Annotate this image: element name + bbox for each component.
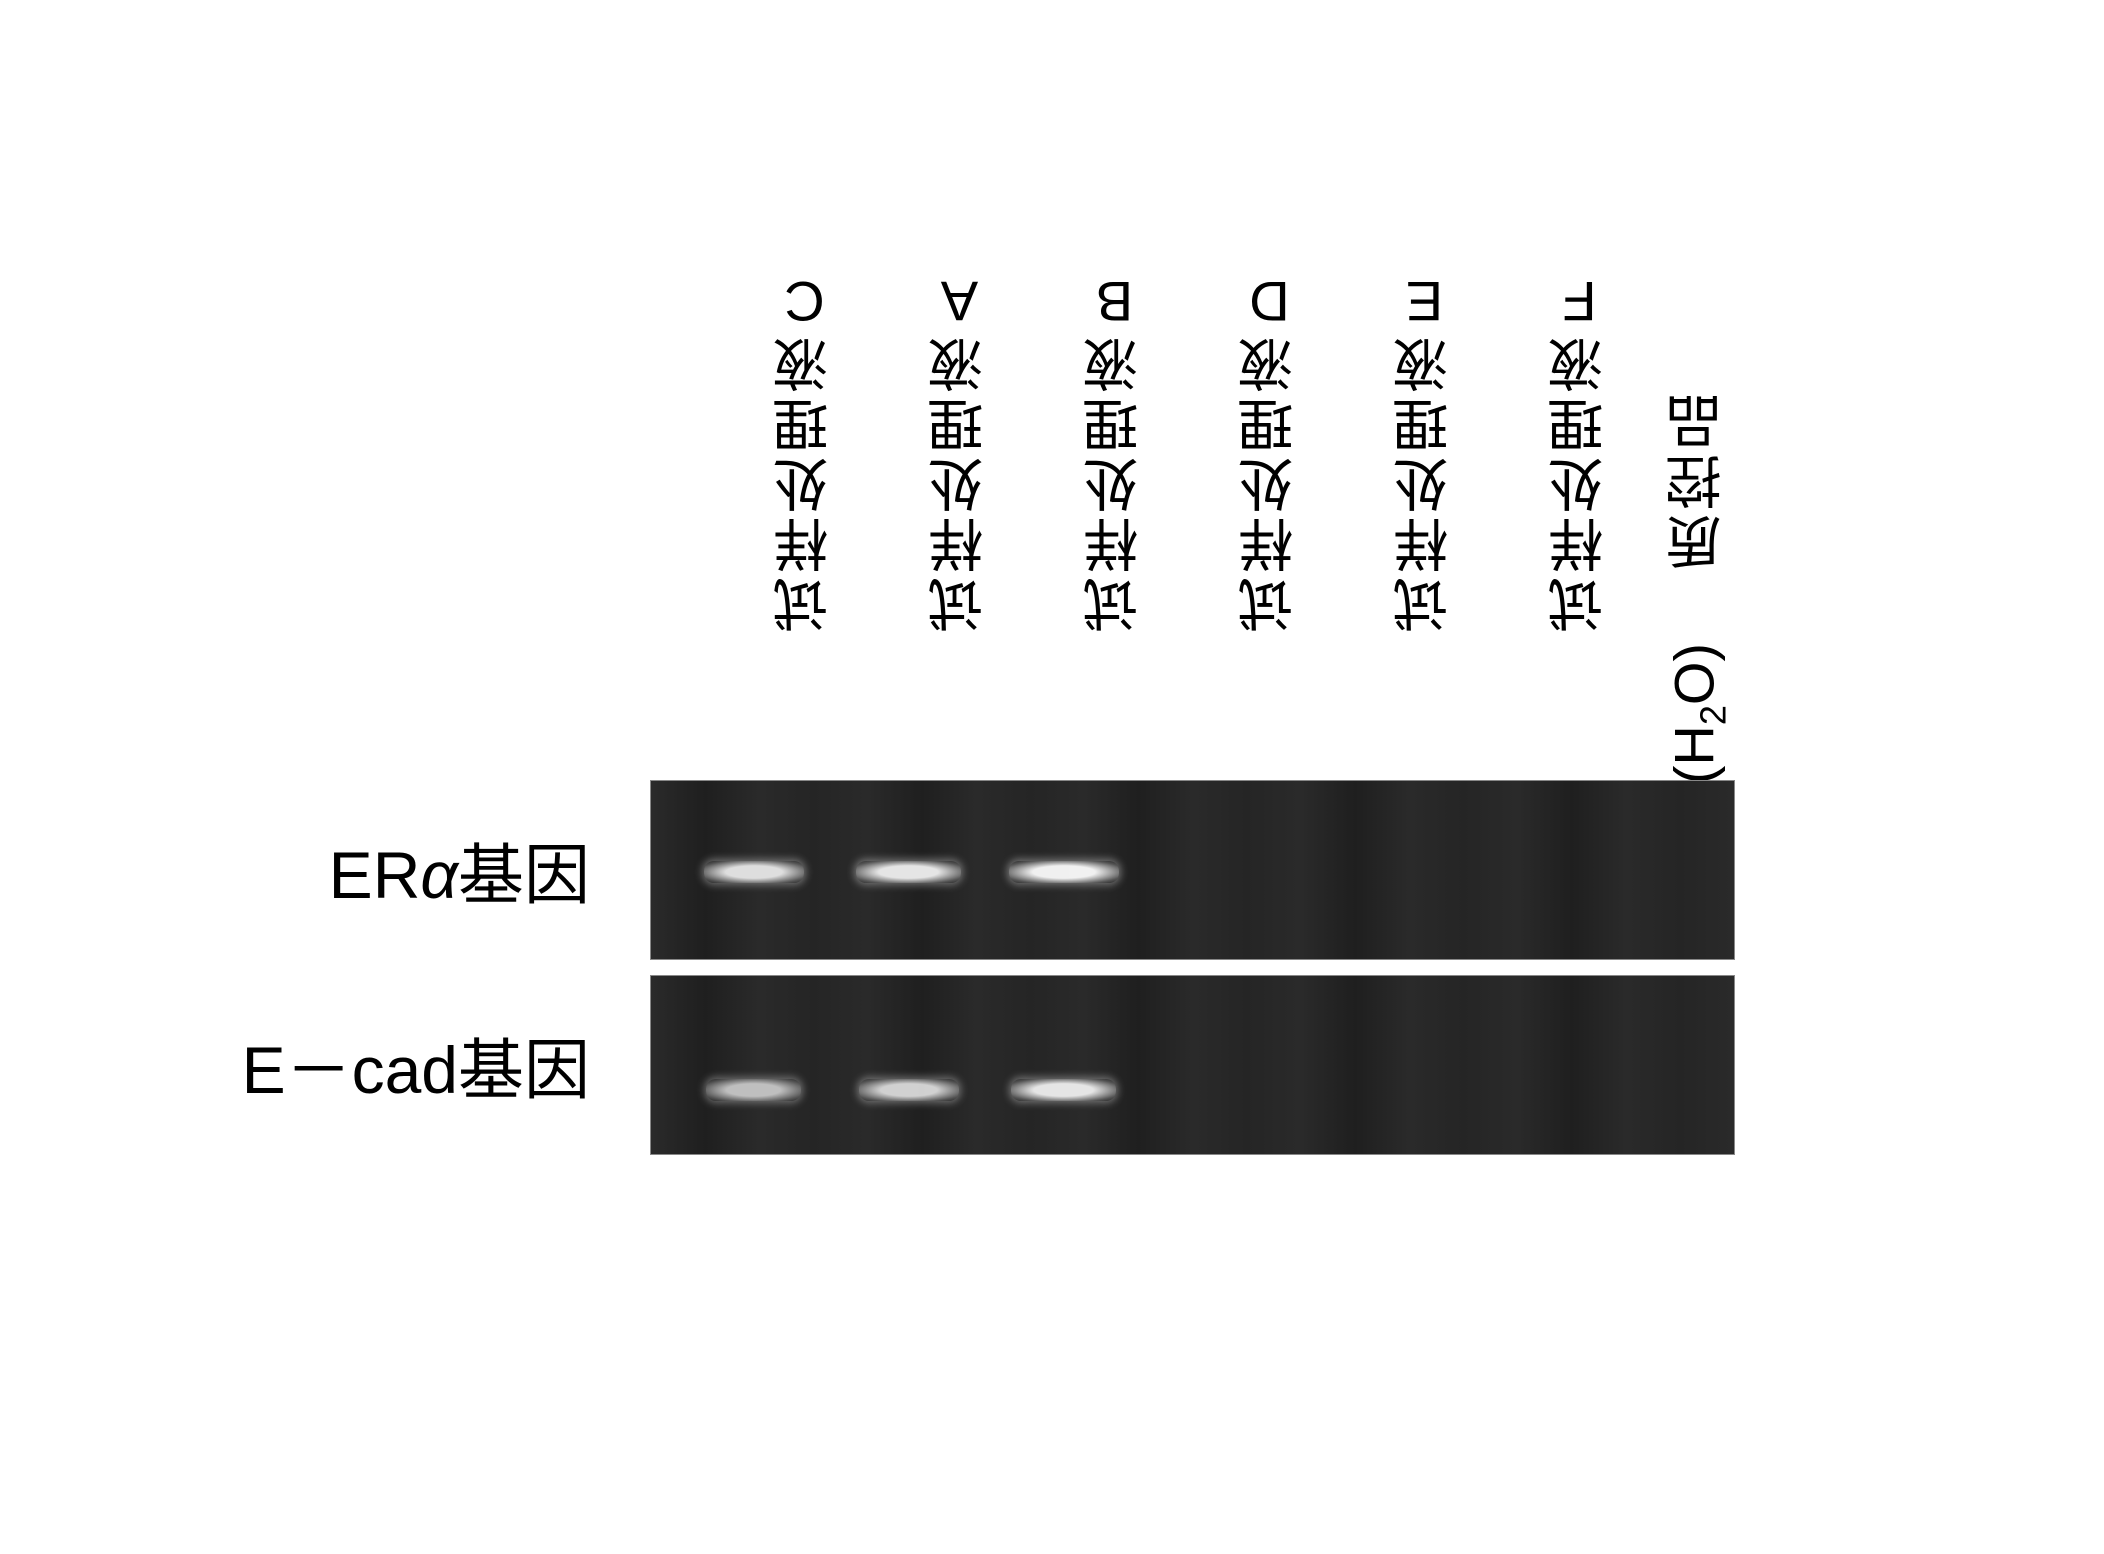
control-sub-text: (H2O) bbox=[1661, 643, 1734, 784]
gel-row-er-alpha: ERα基因 bbox=[100, 780, 2000, 960]
gel-band bbox=[704, 861, 804, 883]
lane-label-f: 试样处理液F bbox=[1465, 150, 1620, 750]
lane-label-c: 试样处理液C bbox=[690, 150, 845, 750]
lane-labels-row: 试样处理液C 试样处理液A 试样处理液B 试样处理液D 试样处理液E 试样处理液… bbox=[690, 150, 2000, 750]
lane-label-a: 试样处理液A bbox=[845, 150, 1000, 750]
gel-band bbox=[859, 1079, 959, 1101]
row-label-e-cad: E－cad基因 bbox=[100, 1017, 650, 1113]
lane-label-control: 质控品 (H2O) bbox=[1620, 150, 1775, 750]
gel-band bbox=[706, 1079, 801, 1101]
gel-row-e-cad: E－cad基因 bbox=[100, 975, 2000, 1155]
row-label-er-alpha: ERα基因 bbox=[100, 822, 650, 918]
gel-band bbox=[1011, 1079, 1116, 1101]
gel-image-er-alpha bbox=[650, 780, 1735, 960]
row-label-prefix: E－cad bbox=[242, 1033, 458, 1107]
figure-container: 试样处理液C 试样处理液A 试样处理液B 试样处理液D 试样处理液E 试样处理液… bbox=[100, 150, 2000, 1170]
lane-label-d: 试样处理液D bbox=[1155, 150, 1310, 750]
gel-band bbox=[1009, 861, 1119, 883]
row-label-suffix: 基因 bbox=[458, 838, 590, 912]
lane-label-e: 试样处理液E bbox=[1310, 150, 1465, 750]
gel-band bbox=[856, 861, 961, 883]
row-label-prefix: ER bbox=[329, 838, 421, 912]
row-label-greek: α bbox=[420, 838, 458, 912]
control-main-text: 质控品 bbox=[1657, 390, 1738, 570]
row-label-suffix: 基因 bbox=[458, 1033, 590, 1107]
lane-label-b: 试样处理液B bbox=[1000, 150, 1155, 750]
gel-image-e-cad bbox=[650, 975, 1735, 1155]
